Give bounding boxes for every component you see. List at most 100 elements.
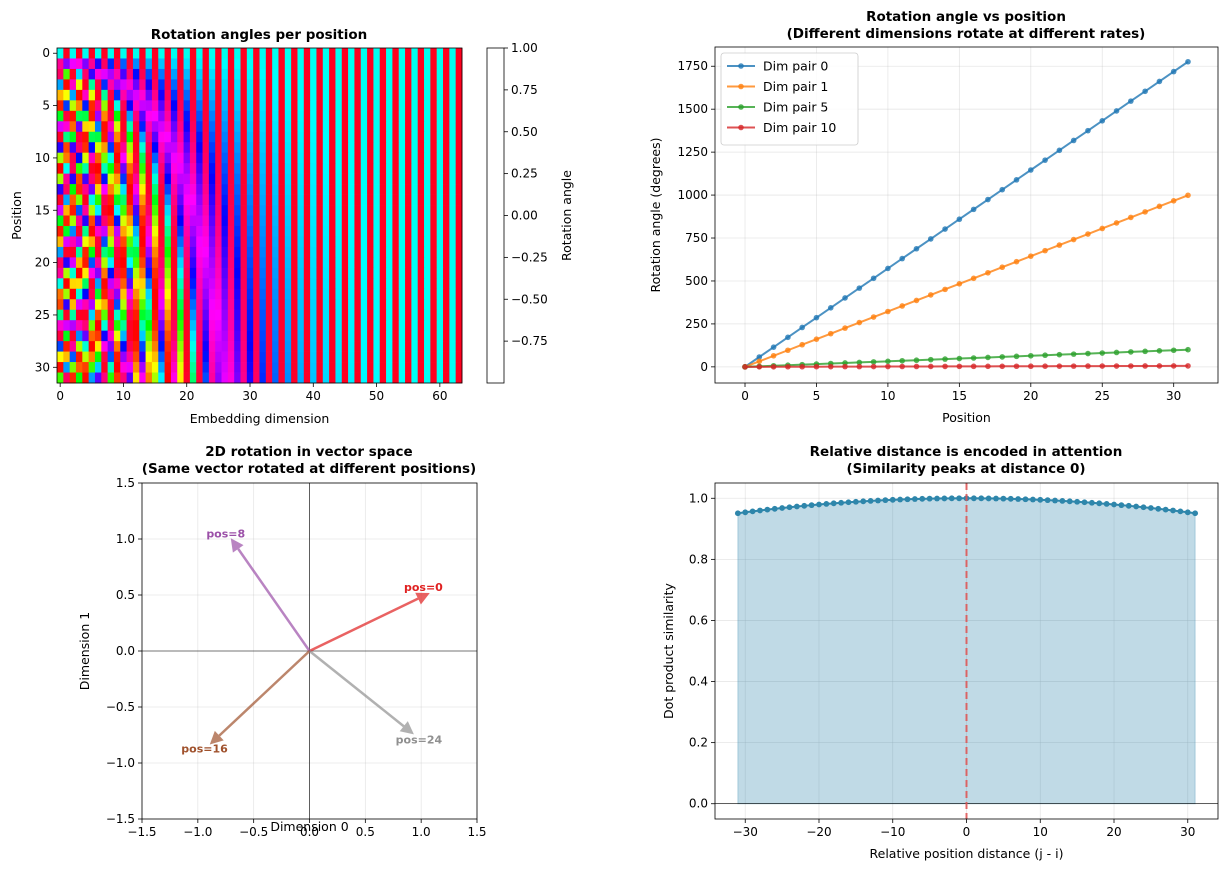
heatmap-cell <box>335 225 343 237</box>
heatmap-cell <box>272 142 279 154</box>
heatmap-cell <box>107 79 115 91</box>
heatmap-cell <box>132 320 140 332</box>
heatmap-cell <box>107 68 115 80</box>
heatmap-cell <box>392 58 400 70</box>
heatmap-cell <box>234 309 241 321</box>
heatmap-cell <box>170 100 178 112</box>
heatmap-cell <box>398 205 406 216</box>
heatmap-cell <box>278 362 286 373</box>
heatmap-cell <box>208 320 216 332</box>
heatmap-cell <box>316 110 324 122</box>
heatmap-cell <box>430 351 438 363</box>
heatmap-cell <box>139 309 146 321</box>
heatmap-cell <box>272 309 279 321</box>
heatmap-cell <box>316 267 324 279</box>
similarity-point <box>993 495 999 502</box>
heatmap-cell <box>329 330 336 342</box>
heatmap-cell <box>221 320 229 332</box>
heatmap-cell <box>265 79 273 91</box>
heatmap-cell <box>69 288 77 300</box>
heatmap-cell <box>341 267 349 279</box>
heatmap-cell <box>424 288 431 300</box>
heatmap-cell <box>88 309 96 321</box>
heatmap-cell <box>107 257 115 269</box>
series-point <box>985 196 991 203</box>
colorbar: 1.000.750.500.250.00−0.25−0.50−0.75 <box>486 41 548 384</box>
heatmap-cell <box>208 110 216 122</box>
heatmap-cell <box>316 194 324 206</box>
heatmap-cell <box>373 288 381 300</box>
heatmap-cell <box>183 152 191 164</box>
heatmap-cell <box>234 351 241 363</box>
heatmap-cell <box>360 225 368 237</box>
heatmap-cell <box>430 58 438 70</box>
heatmap-cell <box>297 163 305 174</box>
heatmap-cell <box>151 79 159 91</box>
heatmap-cell <box>253 278 260 290</box>
heatmap-cell <box>107 246 115 258</box>
heatmap-cell <box>151 152 159 164</box>
heatmap-cell <box>107 236 115 248</box>
heatmap-cell <box>405 362 412 373</box>
heatmap-cell <box>354 100 362 112</box>
heatmap-cell <box>94 131 102 143</box>
heatmap-cell <box>75 142 83 154</box>
heatmap-cell <box>113 309 121 321</box>
heatmap-cell <box>158 362 165 373</box>
heatmap-cell <box>455 257 463 269</box>
heatmap-cell <box>284 236 292 248</box>
heatmap-cell <box>208 278 216 290</box>
heatmap-cell <box>113 372 121 384</box>
heatmap-cell <box>120 100 127 112</box>
heatmap-cell <box>297 215 305 227</box>
heatmap-cell <box>158 236 165 248</box>
heatmap-cell <box>164 215 172 227</box>
heatmap-cell <box>291 152 298 164</box>
heatmap-cell <box>398 163 406 174</box>
heatmap-cell <box>436 257 444 269</box>
heatmap-cell <box>234 152 241 164</box>
heatmap-cell <box>379 89 387 101</box>
heatmap-cell <box>386 79 393 91</box>
heatmap-cell <box>417 288 425 300</box>
series-point <box>927 356 934 363</box>
heatmap-cell <box>88 362 96 373</box>
heatmap-cell <box>373 278 381 290</box>
heatmap-cell <box>310 320 317 332</box>
heatmap-cell <box>303 205 311 216</box>
heatmap-cell <box>278 121 286 133</box>
heatmap-cell <box>436 184 444 195</box>
heatmap-cell <box>164 100 172 112</box>
heatmap-cell <box>69 236 77 248</box>
heatmap-cell <box>177 330 184 342</box>
heatmap-cell <box>322 184 330 195</box>
heatmap-cell <box>139 131 146 143</box>
vector-y-tick-label: 1.0 <box>116 532 135 546</box>
heatmap-cell <box>139 89 146 101</box>
heatmap-cell <box>107 362 115 373</box>
heatmap-cell <box>329 89 336 101</box>
heatmap-cell <box>227 89 235 101</box>
heatmap-cell <box>379 236 387 248</box>
similarity-point <box>1133 503 1140 510</box>
heatmap-cell <box>82 309 89 321</box>
heatmap-cell <box>177 163 184 174</box>
heatmap-cell <box>57 351 64 363</box>
heatmap-cell <box>335 121 343 133</box>
series-point <box>742 364 748 370</box>
heatmap-cell <box>284 372 292 384</box>
heatmap-cell <box>240 288 248 300</box>
heatmap-cell <box>202 163 210 174</box>
heatmap-cell <box>272 236 279 248</box>
heatmap-cell <box>259 320 267 332</box>
heatmap-cell <box>297 110 305 122</box>
heatmap-cell <box>215 173 222 185</box>
heatmap-cell <box>240 225 248 237</box>
heatmap-cell <box>278 278 286 290</box>
similarity-point <box>978 495 985 502</box>
heatmap-cell <box>265 246 273 258</box>
heatmap-cell <box>278 79 286 91</box>
heatmap-cell <box>75 288 83 300</box>
heatmap-cell <box>386 351 393 363</box>
heatmap-cell <box>88 48 96 59</box>
